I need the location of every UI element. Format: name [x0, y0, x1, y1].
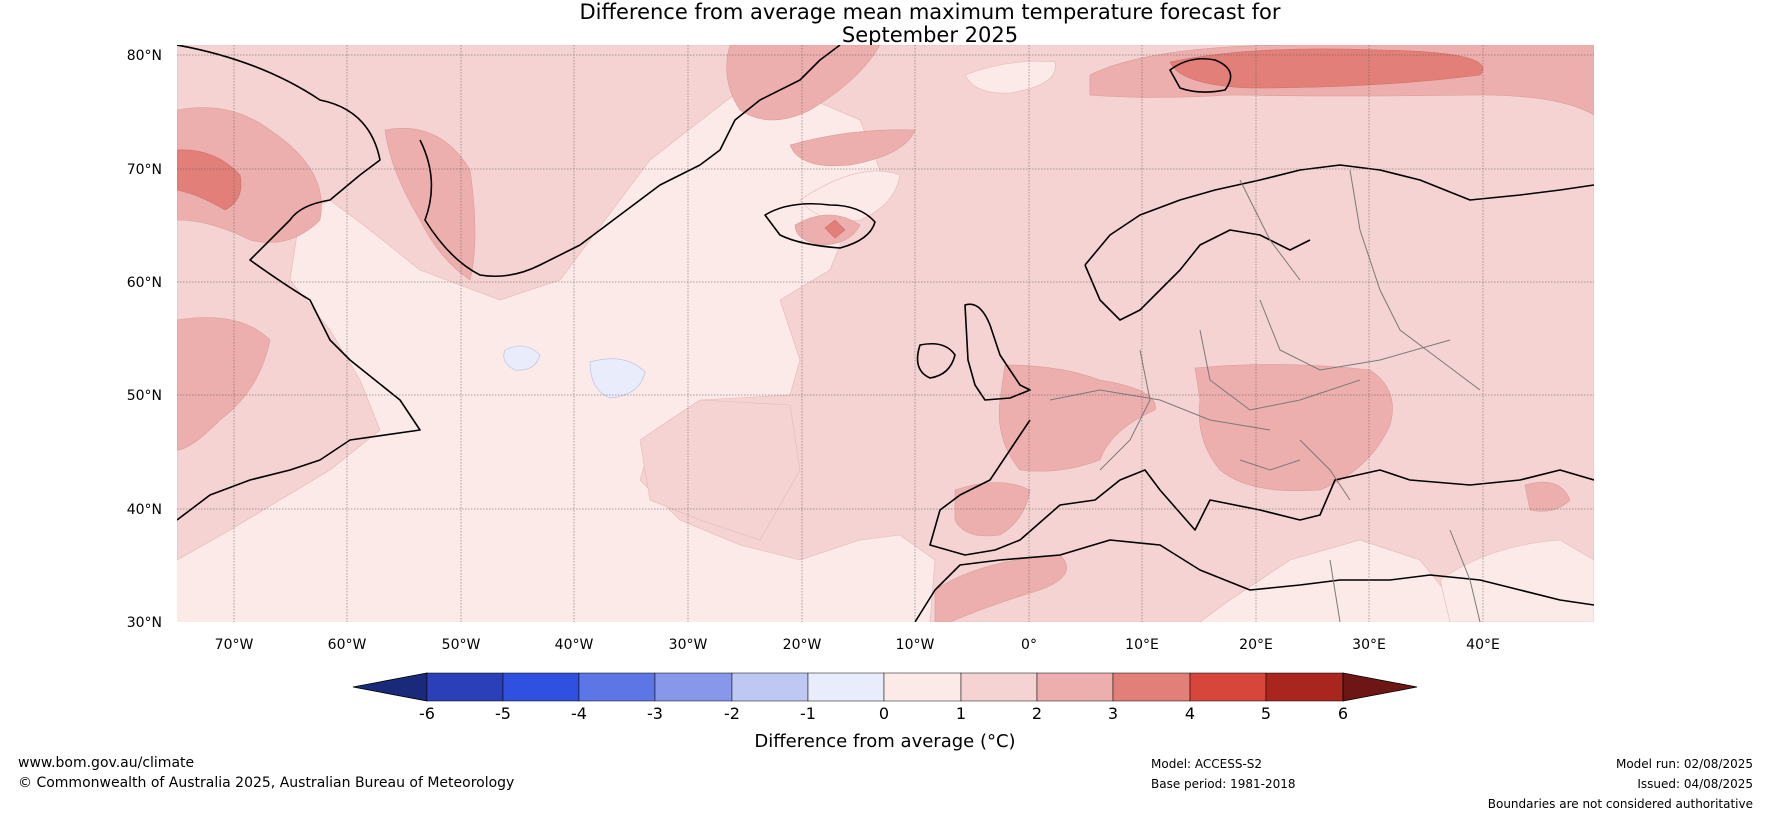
- lon-label: 30°E: [1352, 637, 1386, 653]
- colorbar-segment: [807, 672, 885, 702]
- colorbar-segment: [578, 672, 656, 702]
- model-name: Model: ACCESS-S2: [1151, 757, 1263, 771]
- colorbar-tick: -5: [495, 704, 511, 723]
- colorbar-segment: [502, 672, 580, 702]
- anomaly-region-cool-spot-1: [503, 345, 541, 371]
- anomaly-region-labrador: [177, 317, 271, 451]
- anomaly-region-france: [998, 364, 1156, 472]
- boundaries-disclaimer: Boundaries are not considered authoritat…: [1487, 797, 1753, 811]
- colorbar-label: Difference from average (°C): [754, 731, 1015, 752]
- colorbar-segment: [731, 672, 809, 702]
- lon-label: 10°W: [896, 637, 935, 653]
- lat-label: 80°N: [127, 48, 162, 64]
- anomaly-region-pale-svalbard: [964, 60, 1056, 94]
- colorbar-arrow-low: [352, 672, 428, 702]
- colorbar-arrow-high: [1342, 672, 1418, 702]
- anomaly-region-mid-atlantic: [639, 399, 801, 541]
- colorbar-segment: [1265, 672, 1344, 702]
- lon-label: 0°: [1021, 637, 1037, 653]
- anomaly-region-turkey: [1524, 481, 1571, 512]
- colorbar-tick: 6: [1338, 704, 1348, 723]
- map-title-line-2: September 2025: [841, 23, 1019, 47]
- lon-label: 40°W: [555, 637, 594, 653]
- coastline-scandinavia: [1084, 164, 1594, 266]
- anomaly-region-north-africa: [934, 554, 1067, 622]
- colorbar: -6 -5 -4 -3 -2 -1 0 1 2 3 4 5 6 Differen…: [352, 672, 1418, 752]
- colorbar-tick: -6: [419, 704, 435, 723]
- colorbar-tick: -2: [724, 704, 740, 723]
- colorbar-tick: -1: [800, 704, 816, 723]
- colorbar-tick: 4: [1185, 704, 1195, 723]
- border-line: [1329, 559, 1341, 622]
- lat-label: 40°N: [127, 502, 162, 518]
- issued-date: Issued: 04/08/2025: [1637, 777, 1753, 791]
- lon-label: 70°W: [215, 637, 254, 653]
- lon-label: 20°W: [783, 637, 822, 653]
- lon-label: 20°E: [1239, 637, 1273, 653]
- border-line: [1299, 439, 1351, 501]
- anomaly-region-central-europe: [1194, 364, 1393, 492]
- colorbar-segment: [883, 672, 962, 702]
- lat-label: 50°N: [127, 388, 162, 404]
- lon-label: 40°E: [1466, 637, 1500, 653]
- colorbar-tick: -3: [647, 704, 663, 723]
- colorbar-segment: [426, 672, 504, 702]
- colorbar-tick: 3: [1108, 704, 1118, 723]
- coastline-north-america: [177, 45, 421, 521]
- anomaly-region-baffin-warm: [177, 149, 242, 211]
- colorbar-segment: [960, 672, 1038, 702]
- gridlines: [177, 45, 1594, 622]
- colorbar-tick: -4: [571, 704, 587, 723]
- border-line: [1199, 329, 1361, 411]
- colorbar-tick: 5: [1261, 704, 1271, 723]
- anomaly-region-iberia: [954, 482, 1031, 537]
- border-line: [1449, 529, 1481, 622]
- coastline-europe: [929, 419, 1594, 556]
- colorbar-tick: 0: [879, 704, 889, 723]
- base-period: Base period: 1981-2018: [1151, 777, 1296, 791]
- anomaly-region-east-greenland: [726, 45, 881, 121]
- border-line: [1239, 179, 1301, 281]
- anomaly-shading: [177, 45, 1594, 622]
- lat-label: 60°N: [127, 275, 162, 291]
- anomaly-region-cool-spot-2: [589, 358, 646, 399]
- country-borders: [1049, 169, 1481, 622]
- coastline-greenland: [419, 45, 841, 278]
- latitude-axis: 80°N 70°N 60°N 50°N 40°N 30°N: [127, 48, 162, 631]
- anomaly-region-iceland-warm: [824, 219, 846, 239]
- coastline-ireland: [916, 342, 956, 379]
- border-line: [1049, 389, 1271, 431]
- coastline-uk: [964, 303, 1031, 401]
- lat-label: 30°N: [127, 615, 162, 631]
- anomaly-region-denmark-strait: [789, 129, 916, 167]
- coastline-iceland: [764, 202, 876, 249]
- border-line: [1259, 299, 1451, 371]
- lat-label: 70°N: [127, 162, 162, 178]
- colorbar-segment: [1112, 672, 1191, 702]
- anomaly-region-canada: [177, 107, 322, 243]
- lon-label: 50°W: [442, 637, 481, 653]
- anomaly-region-svalbard-warm: [1169, 48, 1484, 89]
- border-line: [1099, 349, 1151, 471]
- longitude-axis: 70°W 60°W 50°W 40°W 30°W 20°W 10°W 0° 10…: [215, 637, 1500, 653]
- copyright-text: © Commonwealth of Australia 2025, Austra…: [18, 775, 515, 791]
- colorbar-tick: 2: [1032, 704, 1042, 723]
- border-line: [1239, 459, 1301, 471]
- coastline-north-africa: [914, 539, 1594, 622]
- colorbar-segment: [654, 672, 733, 702]
- border-line: [1349, 169, 1481, 391]
- colorbar-segment: [1189, 672, 1267, 702]
- lon-label: 30°W: [669, 637, 708, 653]
- anomaly-region-pale-africa: [1439, 539, 1594, 622]
- model-run-date: Model run: 02/08/2025: [1615, 757, 1753, 771]
- colorbar-tick: 1: [956, 704, 966, 723]
- coastline-svalbard: [1169, 57, 1232, 93]
- coastlines: [177, 45, 1594, 622]
- website-link[interactable]: www.bom.gov.au/climate: [18, 755, 195, 771]
- lon-label: 60°W: [328, 637, 367, 653]
- colorbar-segment: [1036, 672, 1114, 702]
- map-title-line-1: Difference from average mean maximum tem…: [579, 0, 1281, 24]
- lon-label: 10°E: [1125, 637, 1159, 653]
